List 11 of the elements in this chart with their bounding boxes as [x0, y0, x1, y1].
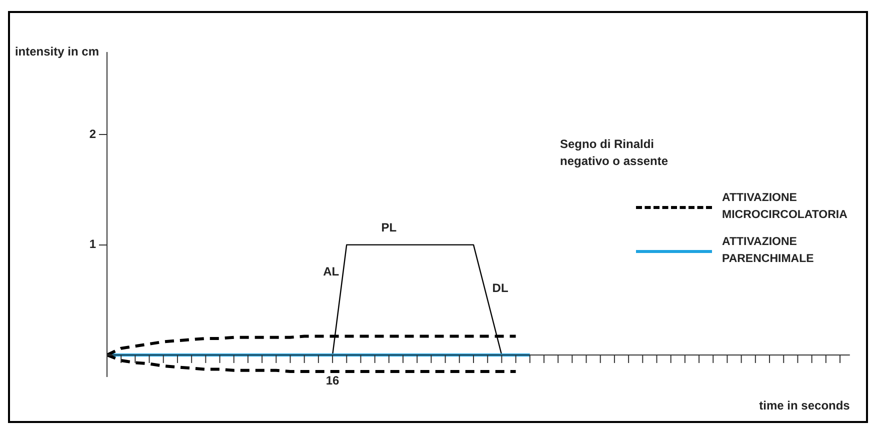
annotation: AL: [323, 264, 340, 279]
annotation: Segno di Rinaldi negativo o assente: [560, 136, 670, 170]
annotation: DL: [492, 281, 508, 296]
text: ATTIVAZIONE MICROCIRCOLATORIA: [722, 191, 848, 223]
x-tick-label: 16: [326, 373, 340, 388]
annotation: PL: [381, 220, 397, 235]
y-tick-label: 1: [89, 237, 96, 252]
x-axis-title: time in seconds: [759, 398, 850, 412]
y-axis-title: intensity in cm: [14, 44, 99, 58]
y-tick-label: 2: [89, 126, 96, 141]
text: ATTIVAZIONE PARENCHIMALE: [722, 235, 815, 267]
